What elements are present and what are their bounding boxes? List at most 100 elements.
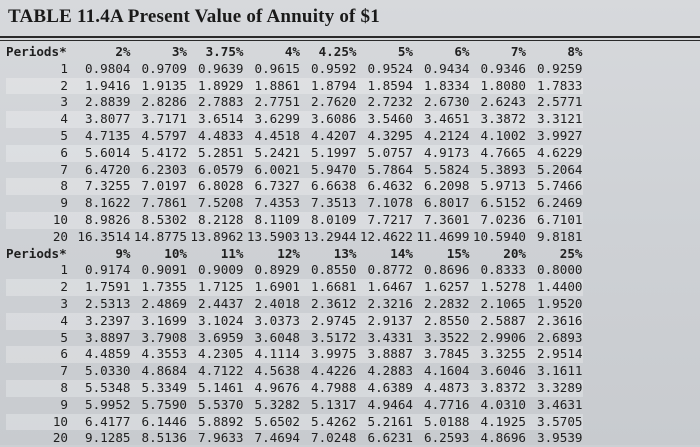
value-cell: 3.4651: [413, 111, 470, 128]
value-cell: 3.6299: [244, 111, 301, 128]
value-cell: 9.8181: [526, 229, 583, 246]
value-cell: 3.6048: [244, 330, 301, 347]
value-cell: 0.9804: [74, 61, 131, 78]
rate-column-header: 3.75%: [187, 44, 244, 61]
value-cell: 0.8772: [357, 262, 414, 279]
value-cell: 4.9173: [413, 145, 470, 162]
value-cell: 4.4873: [413, 380, 470, 397]
value-cell: 1.6467: [357, 279, 414, 296]
value-cell: 2.4437: [187, 296, 244, 313]
value-cell: 4.1604: [413, 363, 470, 380]
value-cell: 2.5887: [470, 313, 527, 330]
value-cell: 4.5638: [244, 363, 301, 380]
value-cell: 7.3255: [74, 178, 131, 195]
value-cell: 3.7845: [413, 346, 470, 363]
value-cell: 5.8892: [187, 414, 244, 431]
value-cell: 3.4631: [526, 397, 583, 414]
value-cell: 2.6893: [526, 330, 583, 347]
value-cell: 1.6257: [413, 279, 470, 296]
period-cell: 5: [6, 330, 74, 347]
value-cell: 6.5152: [470, 195, 527, 212]
value-cell: 0.9434: [413, 61, 470, 78]
value-cell: 5.4262: [300, 414, 357, 431]
value-cell: 6.2469: [526, 195, 583, 212]
value-cell: 5.4172: [131, 145, 188, 162]
value-cell: 4.3553: [131, 346, 188, 363]
value-cell: 2.7751: [244, 94, 301, 111]
period-cell: 8: [6, 380, 74, 397]
period-cell: 9: [6, 397, 74, 414]
table-row: 9 5.9952 5.7590 5.5370 5.3282 5.1317 4.9464 4.7…: [6, 397, 583, 414]
table-row: 6 4.4859 4.3553 4.2305 4.1114 3.9975 3.8887 3.7…: [6, 346, 583, 363]
value-cell: 3.6086: [300, 111, 357, 128]
rate-column-header: 5%: [357, 44, 414, 61]
value-cell: 7.0197: [131, 178, 188, 195]
table-row: 4 3.8077 3.7171 3.6514 3.6299 3.6086 3.5460 3.4…: [6, 111, 583, 128]
value-cell: 4.9676: [244, 380, 301, 397]
table-row: 1 0.9174 0.9091 0.9009 0.8929 0.8550 0.8772 0.8…: [6, 262, 583, 279]
value-cell: 0.9091: [131, 262, 188, 279]
value-cell: 3.3121: [526, 111, 583, 128]
period-cell: 1: [6, 262, 74, 279]
table-row: 7 6.4720 6.2303 6.0579 6.0021 5.9470 5.7864 5.5…: [6, 162, 583, 179]
value-cell: 7.3601: [413, 212, 470, 229]
value-cell: 3.8077: [74, 111, 131, 128]
value-cell: 0.9174: [74, 262, 131, 279]
period-cell: 6: [6, 346, 74, 363]
table-row: 10 6.4177 6.1446 5.8892 5.6502 5.4262 5.2161 5.…: [6, 414, 583, 431]
value-cell: 2.6730: [413, 94, 470, 111]
value-cell: 2.8286: [131, 94, 188, 111]
value-cell: 2.9137: [357, 313, 414, 330]
value-cell: 3.8372: [470, 380, 527, 397]
table-row: 20 16.3514 14.8775 13.8962 13.5903 13.2944 12.…: [6, 229, 583, 246]
value-cell: 5.1461: [187, 380, 244, 397]
value-cell: 2.7620: [300, 94, 357, 111]
value-cell: 9.1285: [74, 430, 131, 447]
value-cell: 2.5313: [74, 296, 131, 313]
value-cell: 7.4353: [244, 195, 301, 212]
value-cell: 1.8594: [357, 78, 414, 95]
value-cell: 2.2832: [413, 296, 470, 313]
value-cell: 13.5903: [244, 229, 301, 246]
value-cell: 3.6046: [470, 363, 527, 380]
value-cell: 6.8028: [187, 178, 244, 195]
value-cell: 0.8929: [244, 262, 301, 279]
rate-column-header: 6%: [413, 44, 470, 61]
table-row: 2 1.9416 1.9135 1.8929 1.8861 1.8794 1.8594 1.8…: [6, 78, 583, 95]
period-cell: 3: [6, 94, 74, 111]
value-cell: 0.9615: [244, 61, 301, 78]
value-cell: 3.7908: [131, 330, 188, 347]
value-cell: 1.8861: [244, 78, 301, 95]
table-row: 6 5.6014 5.4172 5.2851 5.2421 5.1997 5.0757 4.9…: [6, 145, 583, 162]
value-cell: 7.4694: [244, 430, 301, 447]
period-cell: 10: [6, 212, 74, 229]
value-cell: 1.9520: [526, 296, 583, 313]
value-cell: 3.6959: [187, 330, 244, 347]
value-cell: 4.7665: [470, 145, 527, 162]
value-cell: 7.0236: [470, 212, 527, 229]
value-cell: 5.7466: [526, 178, 583, 195]
value-cell: 5.6014: [74, 145, 131, 162]
table-title: TABLE 11.4A Present Value of Annuity of …: [8, 6, 380, 28]
value-cell: 2.1065: [470, 296, 527, 313]
value-cell: 7.5208: [187, 195, 244, 212]
value-cell: 6.1446: [131, 414, 188, 431]
value-cell: 5.3893: [470, 162, 527, 179]
value-cell: 6.8017: [413, 195, 470, 212]
period-cell: 6: [6, 145, 74, 162]
value-cell: 6.7101: [526, 212, 583, 229]
period-cell: 1: [6, 61, 74, 78]
rate-column-header: 8%: [526, 44, 583, 61]
rate-column-header: 2%: [74, 44, 131, 61]
value-cell: 0.9346: [470, 61, 527, 78]
value-cell: 2.7232: [357, 94, 414, 111]
value-cell: 3.3522: [413, 330, 470, 347]
value-cell: 8.1109: [244, 212, 301, 229]
value-cell: 6.4720: [74, 162, 131, 179]
value-cell: 7.3513: [300, 195, 357, 212]
value-cell: 3.5172: [300, 330, 357, 347]
value-cell: 2.4018: [244, 296, 301, 313]
value-cell: 6.6231: [357, 430, 414, 447]
value-cell: 4.4518: [244, 128, 301, 145]
